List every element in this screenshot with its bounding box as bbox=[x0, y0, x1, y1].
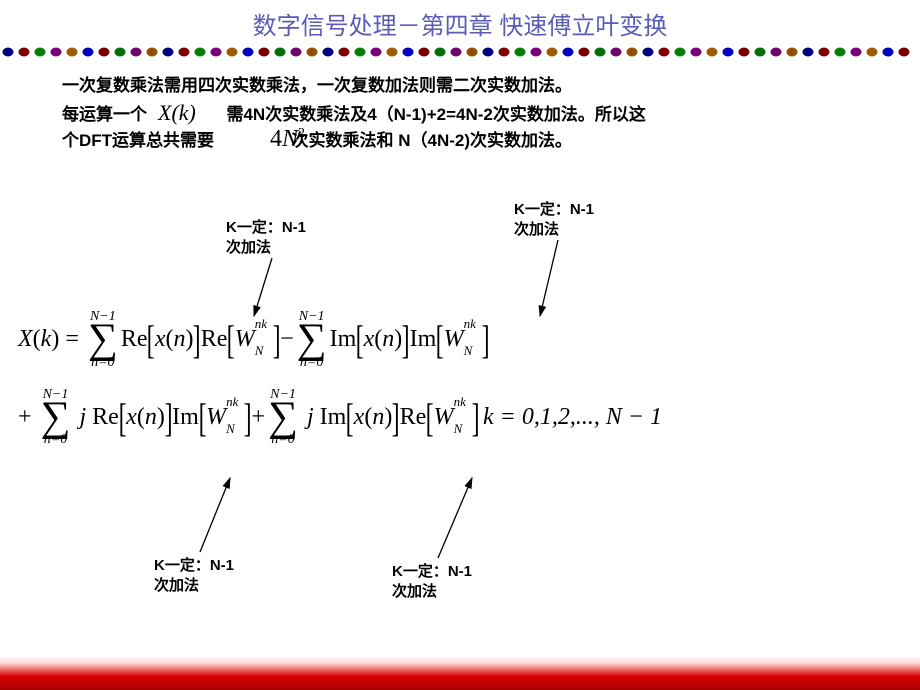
line2b-pre: 个DFT运算总共需要 bbox=[62, 131, 214, 150]
main-formula: X(k) = N−1∑n=0 Re[x(n)]Re[WnkN]− N−1∑n=0… bbox=[18, 310, 662, 465]
dotted-divider bbox=[0, 45, 920, 59]
line2a-post: 需4N次实数乘法及4（N-1)+2=4N-2次实数加法。所以这 bbox=[226, 105, 645, 124]
formula-line-2: + N−1∑n=0 j Re[x(n)]Im[WnkN]+ N−1∑n=0 j … bbox=[18, 388, 662, 448]
annotation-1: K一定：N-1次加法 bbox=[226, 218, 306, 257]
four-n-squared: 4N2 bbox=[270, 126, 305, 153]
annotation-4: K一定：N-1次加法 bbox=[392, 562, 472, 601]
annotation-2: K一定：N-1次加法 bbox=[514, 200, 594, 239]
footer-band bbox=[0, 656, 920, 690]
paragraph-2: 每运算一个 需4N次实数乘法及4（N-1)+2=4N-2次实数加法。所以这 X(… bbox=[62, 102, 920, 153]
line2a-pre: 每运算一个 bbox=[62, 105, 147, 124]
annotation-3: K一定：N-1次加法 bbox=[154, 556, 234, 595]
xk-symbol: X(k) bbox=[158, 100, 196, 126]
page-title: 数字信号处理－第四章 快速傅立叶变换 bbox=[0, 0, 920, 41]
paragraph-1: 一次复数乘法需用四次实数乘法，一次复数加法则需二次实数加法。 bbox=[62, 71, 920, 96]
line2b-post: 次实数乘法和 N（4N-2)次实数加法。 bbox=[292, 131, 573, 150]
formula-line-1: X(k) = N−1∑n=0 Re[x(n)]Re[WnkN]− N−1∑n=0… bbox=[18, 310, 662, 370]
